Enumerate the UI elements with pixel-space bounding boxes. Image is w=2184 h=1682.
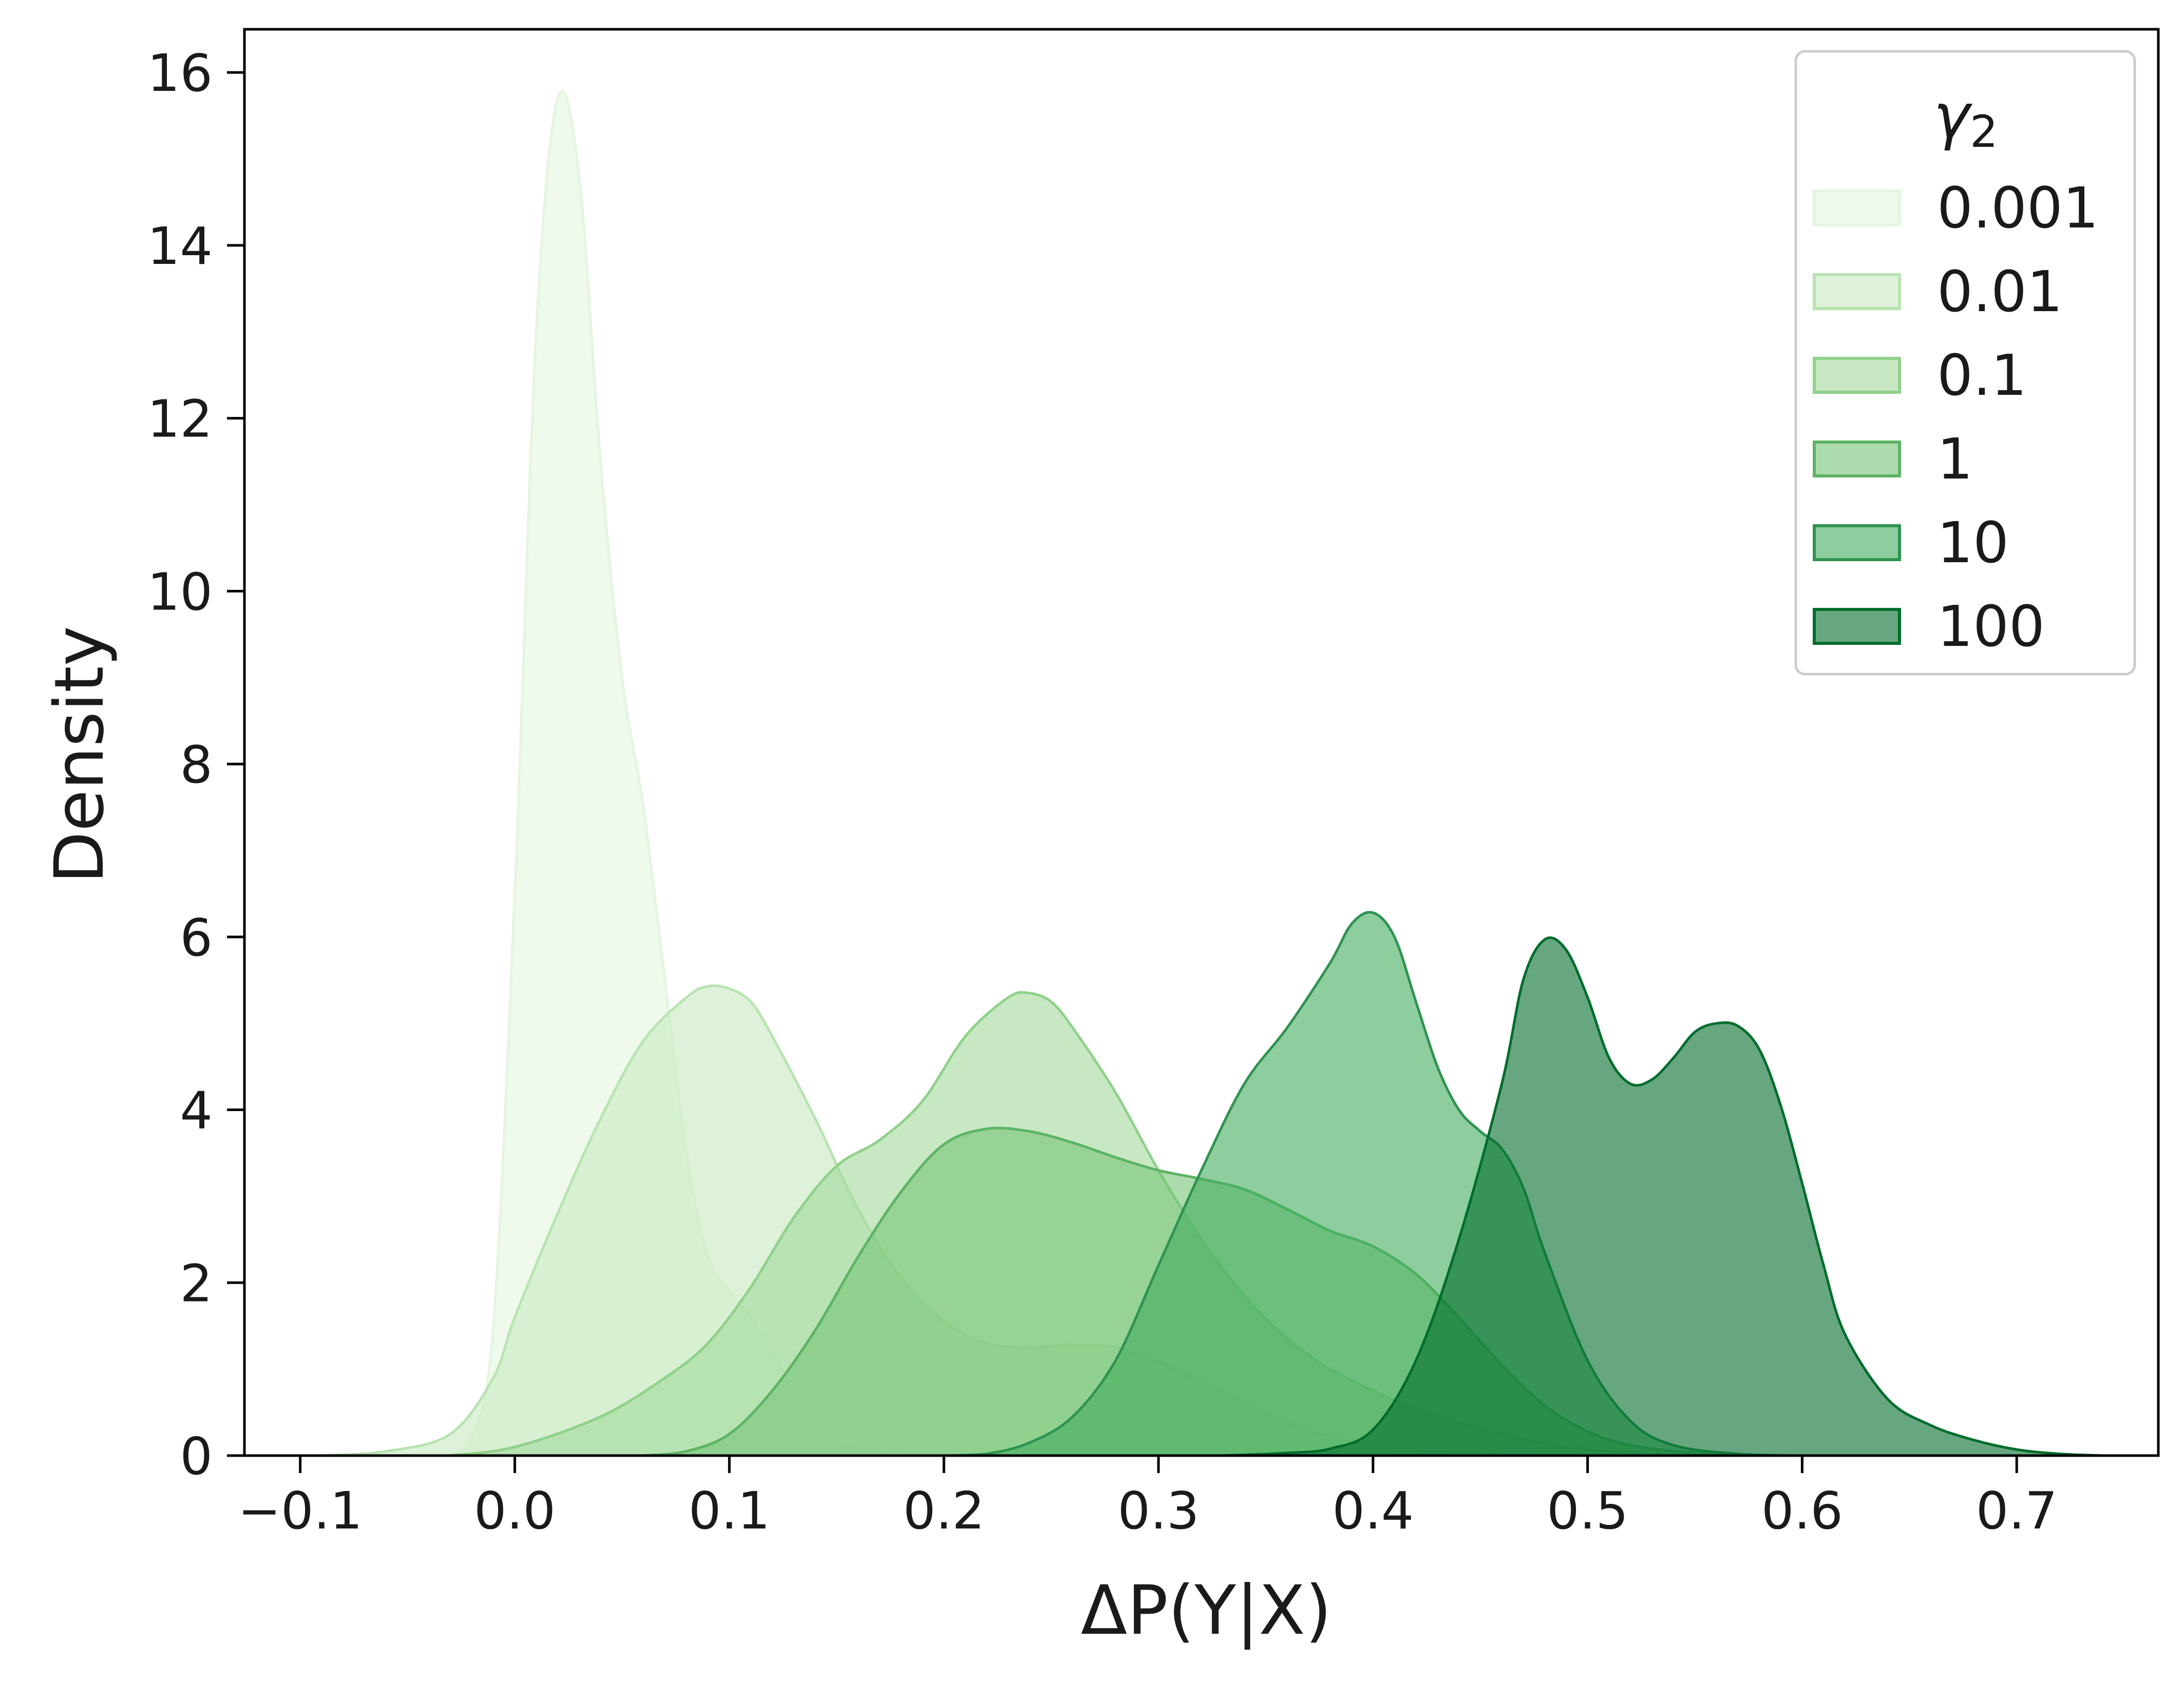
legend-swatch: [1813, 273, 1901, 310]
y-tick-label: 0: [180, 1426, 213, 1486]
y-tick-label: 6: [180, 908, 213, 968]
x-tick-label: 0.6: [1761, 1481, 1843, 1541]
y-axis: 0 2 4 6 8 10 12 14 16: [147, 43, 244, 1486]
y-tick-label: 12: [147, 389, 213, 449]
legend-label: 10: [1937, 510, 2009, 576]
legend-swatch: [1813, 189, 1901, 226]
legend-item-0.01: 0.01: [1813, 259, 2063, 324]
density-area-100: [1223, 938, 2103, 1456]
y-tick-label: 16: [147, 43, 213, 103]
y-tick-label: 10: [147, 562, 213, 622]
legend-swatch: [1813, 357, 1901, 394]
y-tick-label: 14: [147, 216, 213, 276]
y-tick-label: 4: [180, 1081, 213, 1141]
legend: γ2 0.001 0.01 0.1 1 10 100: [1794, 50, 2136, 676]
legend-swatch: [1813, 441, 1901, 477]
legend-label: 0.001: [1937, 175, 2099, 241]
x-tick-label: 0.3: [1117, 1481, 1199, 1541]
y-tick-label: 2: [180, 1253, 213, 1313]
legend-title: γ2: [1933, 81, 1998, 158]
series-100: [1223, 936, 2103, 1457]
density-area-10: [944, 912, 1802, 1456]
plot-frame: [243, 28, 2160, 1457]
legend-swatch: [1813, 608, 1901, 645]
legend-label: 0.01: [1937, 259, 2063, 324]
x-tick-label: 0.2: [903, 1481, 985, 1541]
x-tick-label: 0.5: [1547, 1481, 1628, 1541]
legend-item-0.001: 0.001: [1813, 175, 2099, 241]
x-axis: −0.1 0.0 0.1 0.2 0.3 0.4 0.5 0.6 0.7: [238, 1456, 2058, 1541]
x-tick-label: −0.1: [238, 1481, 363, 1541]
legend-swatch: [1813, 524, 1901, 561]
x-tick-label: 0.0: [474, 1481, 556, 1541]
y-tick-label: 8: [180, 735, 213, 795]
legend-item-100: 100: [1813, 594, 2045, 659]
series-layer: [321, 89, 2103, 1457]
legend-item-1: 1: [1813, 426, 1973, 492]
legend-label: 100: [1937, 594, 2045, 659]
y-axis-title: Density: [40, 626, 119, 884]
legend-items: 0.001 0.01 0.1 1 10 100: [1813, 175, 2099, 659]
legend-label: 0.1: [1937, 342, 2027, 408]
x-tick-label: 0.1: [689, 1481, 770, 1541]
x-tick-label: 0.7: [1976, 1481, 2058, 1541]
density-line-100: [1223, 936, 2103, 1457]
legend-item-10: 10: [1813, 510, 2009, 576]
legend-label: 1: [1937, 426, 1973, 492]
x-axis-title: ΔP(Y|X): [1081, 1571, 1332, 1650]
legend-item-0.1: 0.1: [1813, 342, 2027, 408]
density-area-0.01: [321, 985, 1524, 1456]
x-tick-label: 0.4: [1332, 1481, 1414, 1541]
density-area-0.001: [450, 90, 1009, 1456]
